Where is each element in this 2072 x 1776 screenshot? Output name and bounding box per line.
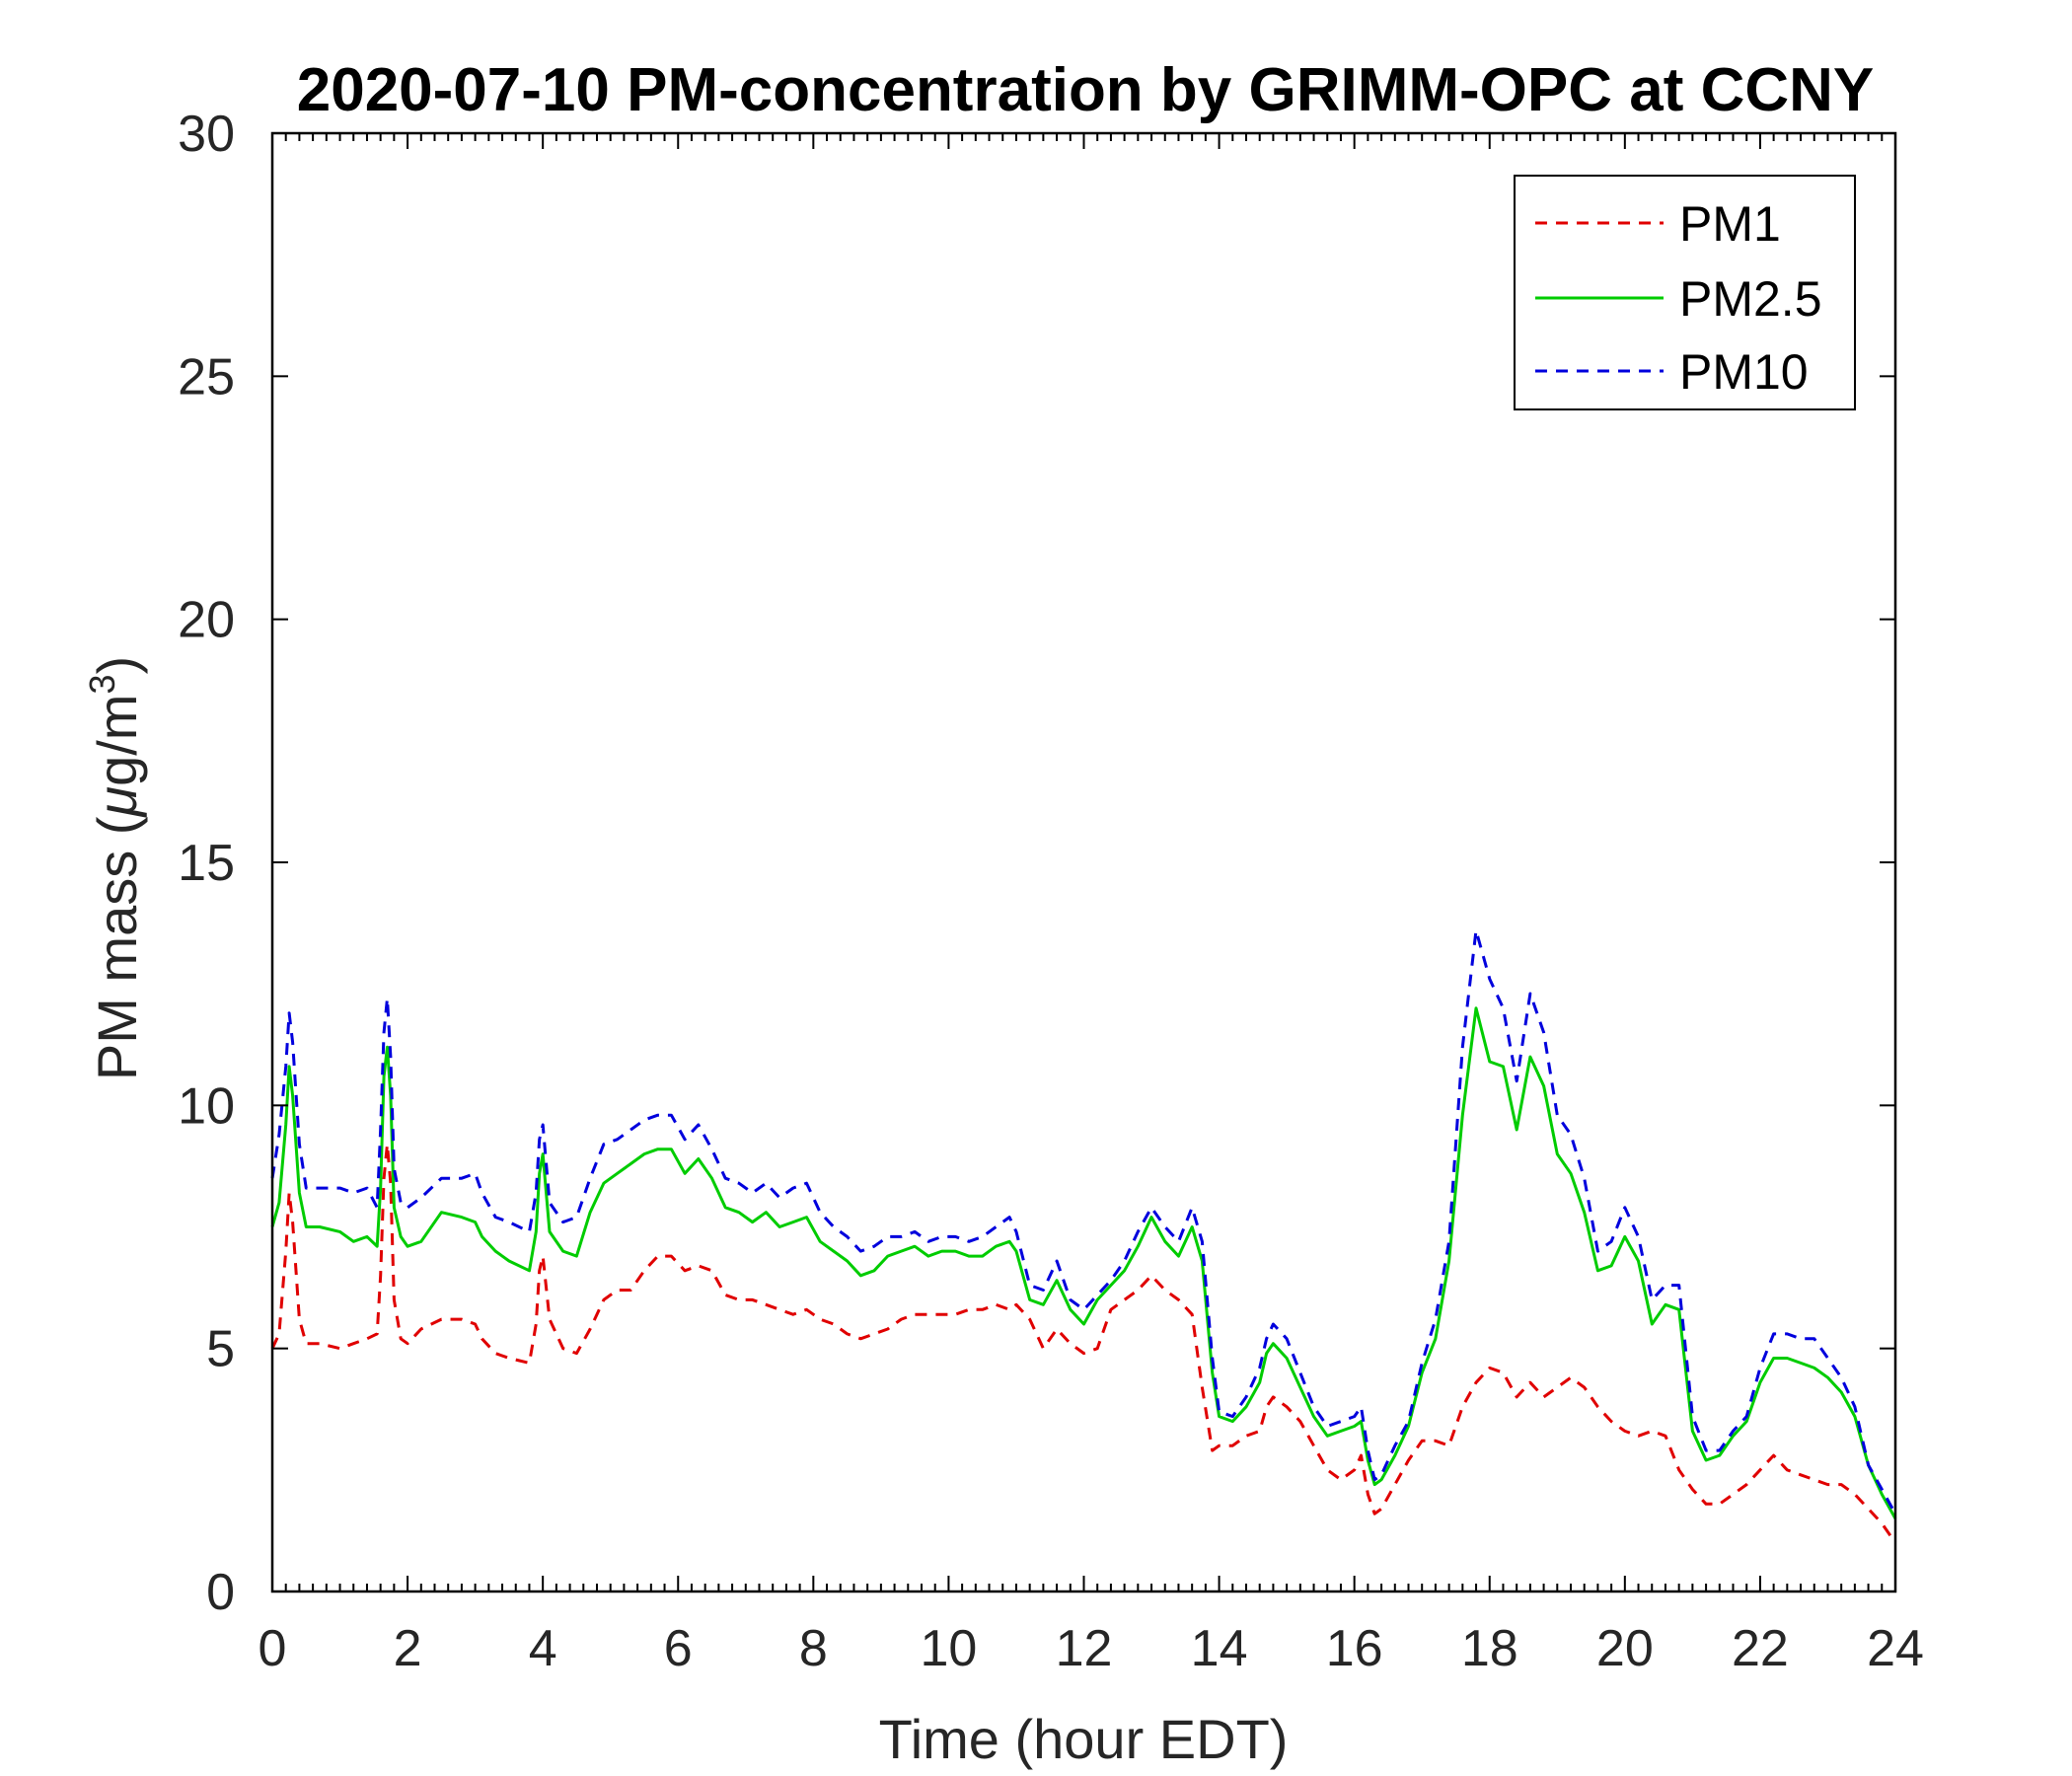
x-tick-label: 24 (1867, 1620, 1924, 1677)
x-tick-label: 2 (394, 1620, 422, 1677)
y-tick-label: 10 (178, 1077, 235, 1135)
x-tick-label: 4 (529, 1620, 557, 1677)
x-tick-label: 18 (1461, 1620, 1518, 1677)
legend-box (1514, 175, 1856, 410)
x-tick-label: 22 (1732, 1620, 1789, 1677)
y-axis-label-mu: μ (86, 786, 148, 819)
legend-label-pm1: PM1 (1679, 196, 1781, 252)
y-axis-label-unit: g/m (86, 695, 148, 786)
y-tick-label: 20 (178, 592, 235, 649)
x-tick-label: 12 (1056, 1620, 1113, 1677)
legend-label-pm25: PM2.5 (1679, 271, 1822, 327)
y-axis-label-prefix: PM mass ( (86, 816, 148, 1080)
y-axis-label-close: ) (86, 656, 148, 675)
y-axis-label: PM mass (μg/m3) (82, 656, 148, 1080)
x-tick-label: 6 (664, 1620, 693, 1677)
series-line-pm10 (270, 928, 1897, 1515)
legend-label-pm10: PM10 (1679, 344, 1809, 400)
x-tick-label: 20 (1596, 1620, 1654, 1677)
y-axis-label-superscript: 3 (82, 675, 122, 695)
x-tick-labels: 0 2 4 6 8 10 12 14 16 18 20 22 24 (259, 1620, 1924, 1677)
series-line-pm1 (270, 1143, 1897, 1544)
y-tick-label: 15 (178, 835, 235, 892)
x-tick-label: 16 (1326, 1620, 1383, 1677)
y-tick-label: 30 (178, 106, 235, 163)
x-axis-label: Time (hour EDT) (879, 1708, 1289, 1770)
axis-ticks (271, 132, 1896, 1592)
series-line-pm25 (270, 1006, 1897, 1519)
plot-lines (270, 928, 1897, 1544)
y-tick-label: 0 (206, 1564, 235, 1621)
legend: PM1 PM2.5 PM10 (1514, 175, 1856, 410)
y-tick-label: 25 (178, 348, 235, 406)
x-tick-label: 10 (920, 1620, 977, 1677)
x-tick-label: 14 (1191, 1620, 1248, 1677)
chart-title: 2020-07-10 PM-concentration by GRIMM-OPC… (297, 56, 1875, 124)
x-tick-label: 0 (259, 1620, 287, 1677)
y-tick-label: 5 (206, 1321, 235, 1378)
y-tick-labels: 0 5 10 15 20 25 30 (178, 106, 235, 1621)
x-tick-label: 8 (799, 1620, 828, 1677)
